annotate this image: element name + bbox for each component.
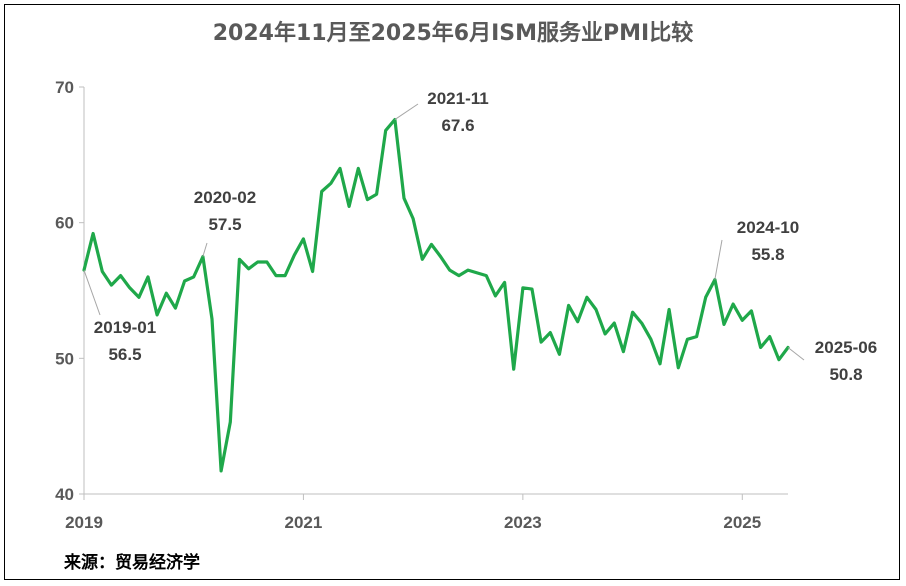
annotation-leader xyxy=(394,103,419,120)
y-tick-label: 60 xyxy=(55,214,74,233)
annotation-date-label: 2021-11 xyxy=(427,89,488,108)
annotation-date-label: 2019-01 xyxy=(94,318,156,337)
annotation-leader xyxy=(202,242,208,257)
annotation-value-label: 57.5 xyxy=(208,215,241,234)
y-tick-label: 70 xyxy=(55,78,74,97)
x-axis-ticks: 2019 2021 2023 2025 xyxy=(65,494,761,532)
source-note: 来源：贸易经济学 xyxy=(63,552,200,573)
annotation-leader xyxy=(83,269,101,316)
annotation-value-label: 67.6 xyxy=(441,116,474,135)
annotation-leader xyxy=(714,239,723,280)
y-axis-ticks: 40 50 60 70 xyxy=(55,78,84,504)
axes: 40 50 60 70 2019 2021 2023 2025 xyxy=(55,78,788,532)
annotation-value-label: 55.8 xyxy=(751,245,784,264)
annotations: 2019-01 56.5 2020-02 57.5 2021-11 67.6 2024-10… xyxy=(83,89,877,384)
x-tick-label: 2023 xyxy=(504,513,542,532)
annotation-date-label: 2025-06 xyxy=(815,338,877,357)
series-line-ism-pmi xyxy=(82,118,790,473)
annotation-leader xyxy=(787,347,805,361)
annotation-value-label: 56.5 xyxy=(108,345,141,364)
chart-frame xyxy=(4,4,900,580)
y-tick-label: 40 xyxy=(55,485,74,504)
annotation-date-label: 2020-02 xyxy=(194,188,256,207)
annotation-date-label: 2024-10 xyxy=(737,218,799,237)
y-tick-label: 50 xyxy=(55,349,74,368)
annotation-value-label: 50.8 xyxy=(829,365,862,384)
x-tick-label: 2019 xyxy=(65,513,103,532)
chart-title: 2024年11月至2025年6月ISM服务业PMI比较 xyxy=(213,20,694,46)
x-tick-label: 2025 xyxy=(723,513,761,532)
x-tick-label: 2021 xyxy=(285,513,323,532)
